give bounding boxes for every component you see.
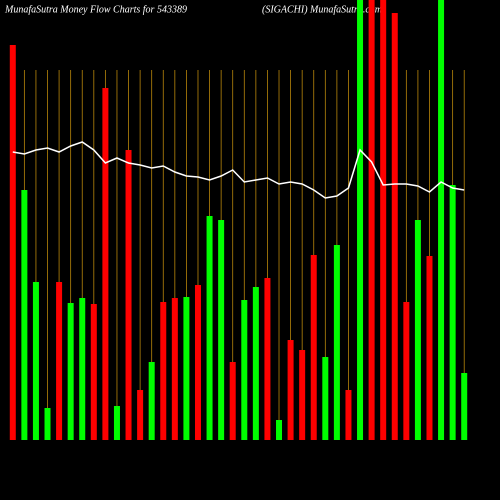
bar (148, 362, 155, 440)
bar (461, 373, 468, 440)
bar (32, 282, 39, 440)
bar (44, 408, 51, 440)
bar (171, 298, 178, 440)
bar (438, 0, 445, 440)
bar (276, 420, 283, 440)
bar (333, 245, 340, 440)
bar (426, 256, 433, 440)
bar (403, 302, 410, 440)
bar (102, 88, 109, 440)
bar (194, 285, 201, 440)
bar (299, 350, 306, 440)
bar (252, 287, 259, 440)
bar (137, 390, 144, 440)
bar (9, 45, 16, 440)
bar (56, 282, 63, 440)
bar (414, 220, 421, 440)
bar (449, 185, 456, 440)
bar (264, 278, 271, 440)
bar (368, 0, 375, 440)
bar (310, 255, 317, 440)
bar (345, 390, 352, 440)
chart-title: MunafaSutra Money Flow Charts for 543389 (4, 4, 187, 15)
bar (287, 340, 294, 440)
bar (380, 0, 387, 440)
bar (241, 300, 248, 440)
bar (125, 150, 132, 440)
bar (391, 13, 398, 440)
bar (183, 297, 190, 440)
bar (218, 220, 225, 440)
bar (21, 190, 28, 440)
bar (67, 303, 74, 440)
bar (229, 362, 236, 440)
flow-line (12, 141, 465, 199)
bar (206, 216, 213, 440)
bar (90, 304, 97, 440)
bar (160, 302, 167, 440)
bar (79, 298, 86, 440)
bar (322, 357, 329, 440)
chart-subtitle: (SIGACHI) MunafaSutra.com (262, 4, 382, 15)
bar (113, 406, 120, 440)
bar (357, 0, 364, 440)
